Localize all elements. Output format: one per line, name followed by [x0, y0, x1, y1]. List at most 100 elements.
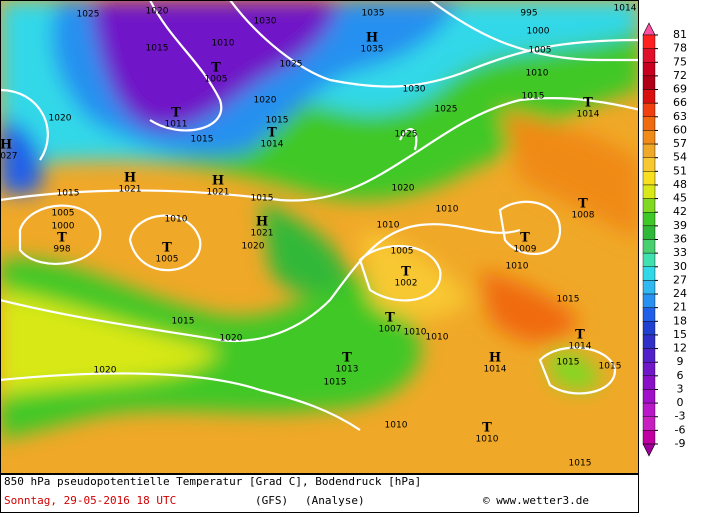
- pressure-center-symbol: H: [256, 215, 268, 230]
- footer-date: Sonntag, 29-05-2016 18 UTC: [4, 494, 176, 507]
- pressure-center-value: 1014: [484, 365, 507, 375]
- legend-arrow-bottom: [642, 443, 656, 457]
- pressure-center-symbol: H: [489, 351, 501, 366]
- legend-tick-label: 42: [673, 205, 687, 218]
- footer-model: (GFS): [255, 494, 288, 507]
- footer-title: 850 hPa pseudopotentielle Temperatur [Gr…: [4, 475, 421, 488]
- legend-tick-label: 36: [673, 233, 687, 246]
- pressure-center-symbol: H: [366, 31, 378, 46]
- pressure-center-value: 1008: [572, 211, 595, 221]
- isobar-label: 1000: [52, 222, 75, 232]
- legend-band: [642, 375, 656, 390]
- legend-tick-label: 51: [673, 164, 687, 177]
- legend-band: [642, 171, 656, 186]
- legend-band: [642, 157, 656, 172]
- pressure-center-symbol: T: [385, 311, 395, 326]
- legend-band: [642, 102, 656, 117]
- isobar-label: 1010: [526, 69, 549, 79]
- isobar-label: 1020: [220, 334, 243, 344]
- isobar-label: 1020: [49, 114, 72, 124]
- pressure-center-symbol: T: [520, 231, 530, 246]
- isobar-label: 1015: [599, 362, 622, 372]
- isobar-label: 1015: [569, 459, 592, 469]
- legend-band: [642, 280, 656, 295]
- pressure-center-value: 1014: [569, 342, 592, 352]
- legend-band: [642, 293, 656, 308]
- legend-tick-label: -6: [675, 423, 686, 436]
- legend-tick-label: 69: [673, 83, 687, 96]
- isobar-label: 1030: [403, 85, 426, 95]
- isobars: [1, 1, 638, 431]
- isobar-label: 1000: [527, 27, 550, 37]
- pressure-center-symbol: T: [578, 197, 588, 212]
- isobar-label: 1015: [324, 378, 347, 388]
- isobar-label: 1015: [146, 44, 169, 54]
- legend-tick-label: 6: [677, 369, 684, 382]
- legend-tick-label: 72: [673, 69, 687, 82]
- legend-band: [642, 143, 656, 158]
- legend-tick-label: 54: [673, 151, 687, 164]
- isobar-label: 1035: [362, 9, 385, 19]
- isobar-label: 1010: [377, 221, 400, 231]
- pressure-center-value: 1011: [165, 120, 188, 130]
- pressure-center-value: 1021: [119, 185, 142, 195]
- pressure-center-value: 1035: [361, 45, 384, 55]
- legend-band: [642, 389, 656, 404]
- legend-band: [642, 362, 656, 377]
- color-legend: 8178757269666360575451484542393633302724…: [642, 22, 687, 457]
- isobar-label: 1025: [77, 10, 100, 20]
- legend-band: [642, 198, 656, 213]
- pressure-center-value: 1005: [205, 75, 228, 85]
- isobar-label: 1015: [251, 194, 274, 204]
- legend-band: [642, 252, 656, 267]
- legend-arrow-top: [642, 22, 656, 36]
- legend-band: [642, 348, 656, 363]
- isobar-label: 1015: [522, 92, 545, 102]
- pressure-center-symbol: T: [482, 421, 492, 436]
- isobar-label: 1025: [435, 105, 458, 115]
- legend-band: [642, 402, 656, 417]
- legend-band: [642, 225, 656, 240]
- isobar-label: 1020: [254, 96, 277, 106]
- pressure-center-value: 1027: [0, 152, 17, 162]
- isobar-label: 1005: [52, 209, 75, 219]
- isobar-label: 1020: [242, 242, 265, 252]
- legend-tick-label: 48: [673, 178, 687, 191]
- legend-band: [642, 239, 656, 254]
- legend-tick-label: 39: [673, 219, 687, 232]
- isobar-label: 1005: [391, 247, 414, 257]
- legend-band: [642, 116, 656, 131]
- pressure-center-value: 1005: [156, 255, 179, 265]
- legend-band: [642, 34, 656, 49]
- legend-tick-label: 63: [673, 110, 687, 123]
- legend-band: [642, 321, 656, 336]
- legend-band: [642, 334, 656, 349]
- pressure-center-value: 1007: [379, 325, 402, 335]
- pressure-center-symbol: H: [212, 174, 224, 189]
- isobar-label: 1030: [254, 17, 277, 27]
- legend-tick-label: 66: [673, 96, 687, 109]
- legend-tick-label: -9: [675, 437, 686, 450]
- legend-band: [642, 430, 656, 445]
- legend-band: [642, 184, 656, 199]
- isobar-label: 1020: [94, 366, 117, 376]
- isobar-label: 1010: [404, 328, 427, 338]
- pressure-center-symbol: T: [342, 351, 352, 366]
- pressure-center-symbol: T: [171, 106, 181, 121]
- pressure-center-value: 1010: [476, 435, 499, 445]
- isobar-label: 995: [520, 9, 537, 19]
- isobar-label: 1020: [146, 7, 169, 17]
- isobar-label: 1025: [395, 130, 418, 140]
- legend-band: [642, 62, 656, 77]
- legend-tick-label: 60: [673, 123, 687, 136]
- legend-band: [642, 48, 656, 63]
- footer-box: [0, 474, 639, 513]
- isobar-label: 1015: [191, 135, 214, 145]
- legend-tick-label: 3: [677, 382, 684, 395]
- pressure-center-value: 1014: [577, 110, 600, 120]
- legend-band: [642, 307, 656, 322]
- legend-tick-label: 45: [673, 192, 687, 205]
- isobar-label: 1005: [529, 46, 552, 56]
